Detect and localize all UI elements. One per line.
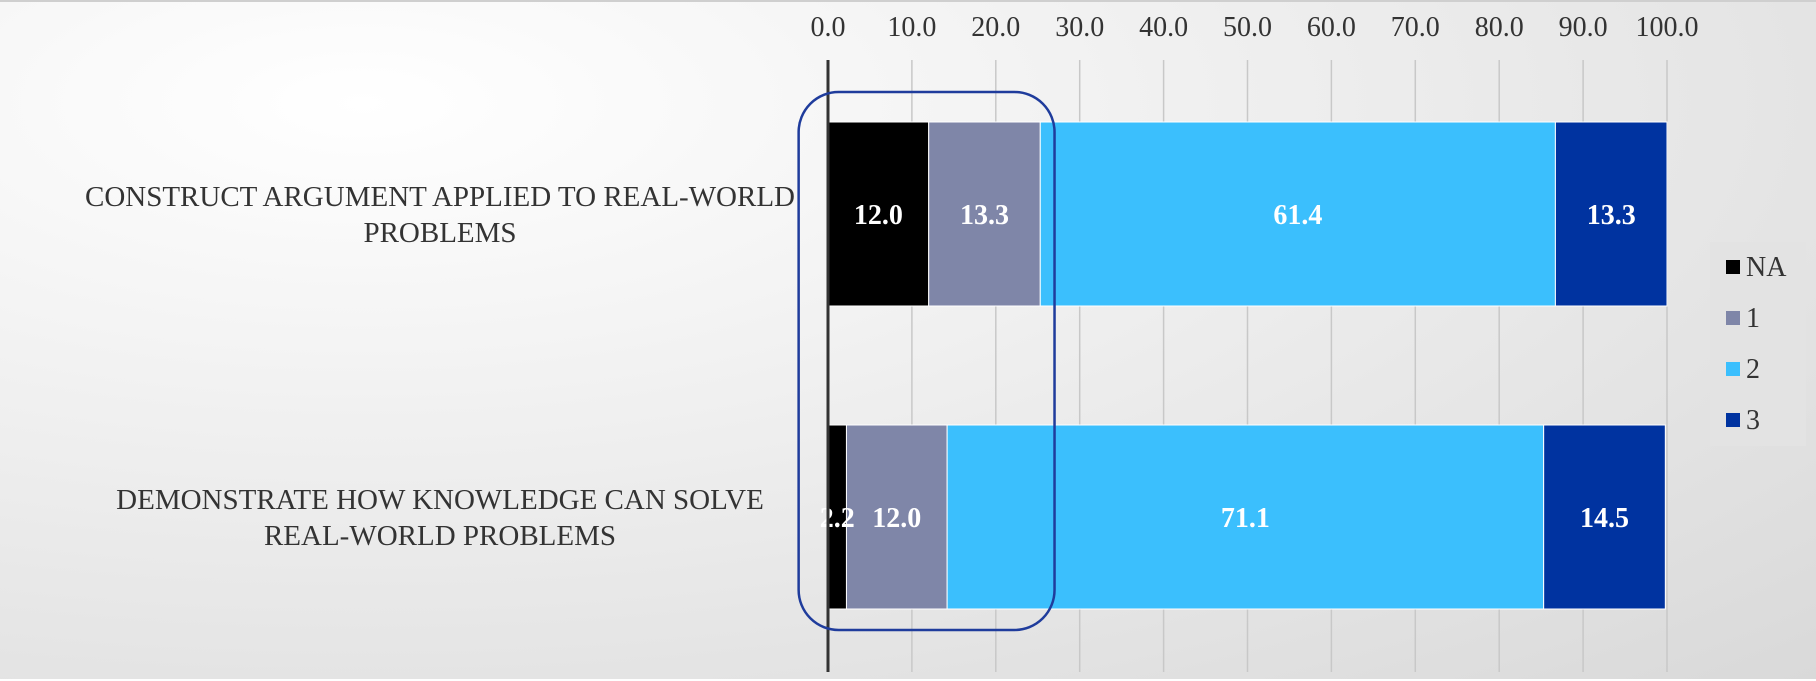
data-label: 12.0 xyxy=(854,200,903,231)
x-tick-label: 90.0 xyxy=(1559,12,1608,43)
bar-segment-3 xyxy=(1554,121,1668,307)
bar-segment-2 xyxy=(946,424,1545,610)
bar-segment-1 xyxy=(845,424,948,610)
x-tick-label: 0.0 xyxy=(811,12,846,43)
data-label: 13.3 xyxy=(1587,200,1636,231)
x-tick-label: 50.0 xyxy=(1223,12,1272,43)
data-label: 13.3 xyxy=(960,200,1009,231)
legend-label: 3 xyxy=(1746,405,1760,436)
bar-segment-3 xyxy=(1543,424,1666,610)
legend-swatch-NA xyxy=(1726,260,1740,274)
category-labels: CONSTRUCT ARGUMENT APPLIED TO REAL-WORLD… xyxy=(85,181,795,552)
x-tick-label: 20.0 xyxy=(971,12,1020,43)
legend-label: 1 xyxy=(1746,303,1760,334)
category-label: DEMONSTRATE HOW KNOWLEDGE CAN SOLVE xyxy=(116,484,764,516)
data-label: 14.5 xyxy=(1580,503,1629,534)
category-label: PROBLEMS xyxy=(363,217,516,249)
legend-box xyxy=(1710,242,1806,446)
bar-segment-1 xyxy=(928,121,1041,307)
highlight-annotation xyxy=(797,90,1056,632)
x-tick-label: 40.0 xyxy=(1139,12,1188,43)
x-tick-labels: 0.0 10.0 20.0 30.0 40.0 50.0 60.0 70.0 80.0 90.0 1… xyxy=(811,12,1699,43)
legend-label: 2 xyxy=(1746,354,1760,385)
x-tick-label: 30.0 xyxy=(1055,12,1104,43)
data-label: 12.0 xyxy=(872,503,921,534)
x-tick-label: 80.0 xyxy=(1475,12,1524,43)
data-label: 2.2 xyxy=(820,503,855,534)
bar-segment-NA xyxy=(827,121,930,307)
highlight-box xyxy=(797,90,1056,632)
x-tick-label: 60.0 xyxy=(1307,12,1356,43)
legend: NA 1 2 3 xyxy=(1710,242,1806,446)
category-label: CONSTRUCT ARGUMENT APPLIED TO REAL-WORLD xyxy=(85,181,795,213)
data-label: 71.1 xyxy=(1221,503,1270,534)
legend-swatch-2 xyxy=(1726,362,1740,376)
legend-swatch-1 xyxy=(1726,311,1740,325)
x-tick-label: 70.0 xyxy=(1391,12,1440,43)
category-label: REAL-WORLD PROBLEMS xyxy=(264,520,616,552)
x-tick-label: 10.0 xyxy=(887,12,936,43)
data-label: 61.4 xyxy=(1273,200,1322,231)
x-tick-label: 100.0 xyxy=(1636,12,1699,43)
data-labels: 12.0 13.3 61.4 13.3 2.2 12.0 71.1 14.5 xyxy=(820,200,1636,534)
bars xyxy=(827,121,1668,610)
legend-swatch-3 xyxy=(1726,413,1740,427)
bar-segment-2 xyxy=(1039,121,1556,307)
legend-label: NA xyxy=(1746,252,1787,283)
